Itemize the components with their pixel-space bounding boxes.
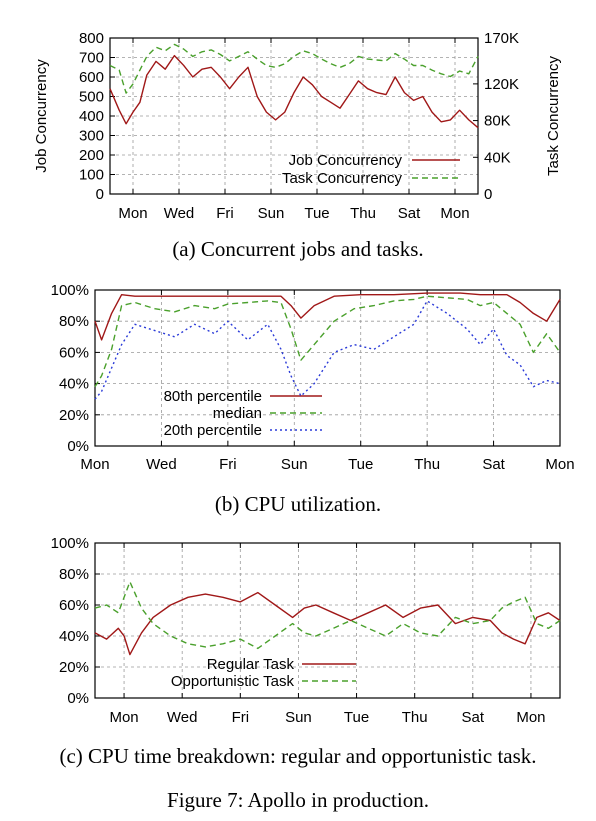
chart-b-legend-label-2: 20th percentile	[164, 422, 262, 439]
chart-a-xtick-label: Tue	[304, 205, 329, 222]
chart-c-series-0-line	[94, 591, 561, 656]
chart-a-xtick-label: Fri	[216, 205, 234, 222]
chart-b-xtick-label: Tue	[348, 456, 373, 473]
chart-a-xtick-label: Mon	[118, 205, 147, 222]
chart-a-y2tick-label: 0	[484, 186, 492, 203]
chart-b-xtick-label: Fri	[219, 456, 237, 473]
chart-a-ylabel: Job Concurrency	[33, 59, 50, 173]
chart-c-xtick-label: Tue	[344, 709, 369, 726]
chart-c-xtick-label: Mon	[109, 709, 138, 726]
chart-b-legend-label-1: median	[213, 405, 262, 422]
chart-b-xtick-label: Sun	[281, 456, 308, 473]
chart-c-ytick-label: 80%	[59, 566, 89, 583]
chart-a-ytick-label: 700	[79, 50, 104, 67]
chart-a-ytick-label: 100	[79, 167, 104, 184]
chart-a-legend-label-1: Task Concurrency	[282, 170, 403, 187]
chart-a-ytick-label: 200	[79, 147, 104, 164]
chart-a-y2tick-label: 170K	[484, 30, 519, 47]
chart-a-xtick-label: Mon	[440, 205, 469, 222]
chart-a: Job Concurrency Task Concurrency (a) Con…	[33, 30, 562, 261]
chart-b-ytick-label: 60%	[59, 344, 89, 361]
chart-b-ytick-label: 0%	[67, 438, 89, 455]
chart-c-legend-label-0: Regular Task	[207, 656, 295, 673]
chart-b-frame	[94, 289, 561, 447]
chart-a-ytick-label: 800	[79, 30, 104, 47]
chart-a-legend-label-0: Job Concurrency	[289, 152, 403, 169]
chart-a-y2tick-label: 120K	[484, 76, 519, 93]
chart-a-y2tick-label: 40K	[484, 149, 511, 166]
chart-c-xtick-label: Thu	[402, 709, 428, 726]
chart-c-xtick-label: Wed	[167, 709, 198, 726]
chart-b-ytick-label: 80%	[59, 313, 89, 330]
chart-c-ytick-label: 60%	[59, 597, 89, 614]
chart-a-xtick-label: Sat	[398, 205, 421, 222]
chart-c-xtick-label: Sat	[462, 709, 485, 726]
figure-caption: Figure 7: Apollo in production.	[167, 788, 429, 812]
chart-a-series-1-line	[109, 43, 479, 94]
chart-a-xtick-label: Sun	[258, 205, 285, 222]
chart-a-y2label: Task Concurrency	[545, 55, 562, 176]
chart-b-ytick-label: 40%	[59, 376, 89, 393]
chart-b-xtick-label: Wed	[146, 456, 177, 473]
chart-a-ytick-label: 300	[79, 128, 104, 145]
chart-a-ytick-label: 400	[79, 108, 104, 125]
chart-b-caption: (b) CPU utilization.	[215, 492, 381, 516]
chart-b-ytick-label: 100%	[51, 282, 89, 299]
chart-c: (c) CPU time breakdown: regular and oppo…	[51, 535, 561, 768]
chart-a-caption: (a) Concurrent jobs and tasks.	[172, 237, 423, 261]
chart-c-ytick-label: 100%	[51, 535, 89, 552]
chart-a-ytick-label: 0	[96, 186, 104, 203]
chart-c-xtick-label: Mon	[516, 709, 545, 726]
chart-b-grid	[95, 290, 560, 446]
chart-b-ytick-label: 20%	[59, 407, 89, 424]
chart-b-legend-label-0: 80th percentile	[164, 388, 262, 405]
chart-b-xtick-label: Mon	[545, 456, 574, 473]
chart-c-xtick-label: Fri	[232, 709, 250, 726]
chart-c-ytick-label: 40%	[59, 628, 89, 645]
chart-c-legend-label-1: Opportunistic Task	[171, 673, 295, 690]
chart-a-ytick-label: 600	[79, 69, 104, 86]
chart-c-ytick-label: 20%	[59, 659, 89, 676]
chart-b-xtick-label: Mon	[80, 456, 109, 473]
chart-b-series-0-line	[94, 292, 561, 341]
chart-a-series-0-line	[109, 54, 479, 129]
chart-c-caption: (c) CPU time breakdown: regular and oppo…	[59, 744, 536, 768]
chart-b-xtick-label: Thu	[414, 456, 440, 473]
chart-b-series-1-line	[94, 295, 561, 388]
chart-b-xtick-label: Sat	[482, 456, 505, 473]
chart-c-grid	[95, 543, 560, 698]
chart-c-series-1-line	[94, 581, 561, 650]
chart-c-ytick-label: 0%	[67, 690, 89, 707]
chart-b-series-2-line	[94, 300, 561, 400]
chart-a-xtick-label: Wed	[164, 205, 195, 222]
chart-c-xtick-label: Sun	[285, 709, 312, 726]
chart-b: (b) CPU utilization. 100%80%60%40%20%0%M…	[51, 282, 575, 516]
chart-a-ytick-label: 500	[79, 89, 104, 106]
chart-a-xtick-label: Thu	[350, 205, 376, 222]
chart-a-y2tick-label: 80K	[484, 113, 511, 130]
